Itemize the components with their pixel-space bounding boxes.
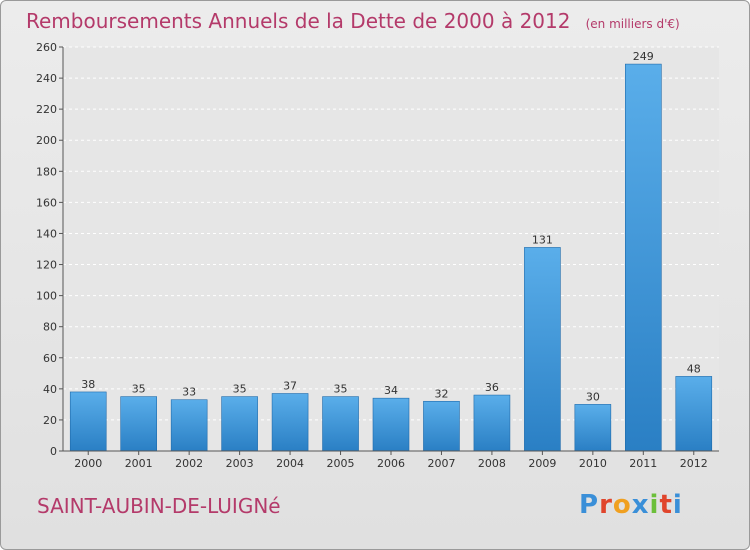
x-tick-label: 2008 [478, 457, 506, 470]
x-tick-label: 2002 [175, 457, 203, 470]
x-tick-label: 2009 [528, 457, 556, 470]
logo-letter: i [672, 490, 683, 520]
logo-letter: r [599, 490, 613, 520]
y-tick-label: 60 [43, 352, 57, 365]
bar [69, 391, 107, 452]
bar [625, 63, 662, 452]
y-tick-label: 200 [36, 134, 57, 147]
x-tick-label: 2000 [74, 457, 102, 470]
logo-letter: x [631, 490, 650, 520]
chart-header: Remboursements Annuels de la Dette de 20… [26, 9, 680, 33]
x-tick-label: 2005 [327, 457, 355, 470]
data-label: 35 [334, 383, 348, 396]
x-tick-label: 2001 [125, 457, 153, 470]
bar [271, 393, 309, 452]
data-label: 35 [132, 383, 146, 396]
x-tick-label: 2006 [377, 457, 405, 470]
x-tick-label: 2011 [629, 457, 657, 470]
bar [372, 397, 410, 452]
bar [574, 404, 612, 452]
bar [675, 376, 713, 452]
data-label: 32 [434, 387, 448, 400]
data-label: 36 [485, 381, 499, 394]
data-label: 131 [532, 233, 553, 246]
y-tick-label: 180 [36, 165, 57, 178]
y-tick-label: 40 [43, 383, 57, 396]
data-label: 249 [633, 50, 654, 63]
data-label: 35 [233, 383, 247, 396]
data-label: 37 [283, 380, 297, 393]
chart-title: Remboursements Annuels de la Dette de 20… [26, 9, 571, 33]
y-tick-label: 260 [36, 41, 57, 54]
proxiti-logo: Proxiti [579, 490, 683, 520]
bar [221, 396, 258, 452]
bar [322, 396, 359, 452]
logo-letter: i [649, 490, 660, 520]
data-label: 38 [81, 378, 95, 391]
bar [423, 400, 460, 452]
y-tick-label: 0 [50, 445, 57, 458]
x-tick-label: 2012 [680, 457, 708, 470]
logo-letter: P [579, 490, 600, 520]
data-label: 33 [182, 386, 196, 399]
logo-letter: o [612, 490, 632, 520]
y-tick-label: 120 [36, 259, 57, 272]
chart-subtitle: (en milliers d'€) [585, 17, 680, 31]
y-tick-label: 140 [36, 227, 57, 240]
x-tick-label: 2004 [276, 457, 304, 470]
bar [524, 247, 561, 452]
x-tick-label: 2003 [226, 457, 254, 470]
y-tick-label: 80 [43, 321, 57, 334]
y-tick-label: 100 [36, 290, 57, 303]
data-label: 30 [586, 390, 600, 403]
bar [170, 399, 208, 452]
x-tick-label: 2007 [427, 457, 455, 470]
y-tick-label: 220 [36, 103, 57, 116]
y-tick-label: 240 [36, 72, 57, 85]
bar [473, 394, 511, 452]
x-tick-label: 2010 [579, 457, 607, 470]
commune-name: SAINT-AUBIN-DE-LUIGNé [37, 494, 281, 518]
bar [120, 396, 157, 452]
y-tick-label: 160 [36, 196, 57, 209]
data-label: 48 [687, 362, 701, 375]
y-tick-label: 20 [43, 414, 57, 427]
data-label: 34 [384, 384, 398, 397]
logo-letter: t [659, 490, 673, 520]
plot-area [63, 47, 719, 451]
